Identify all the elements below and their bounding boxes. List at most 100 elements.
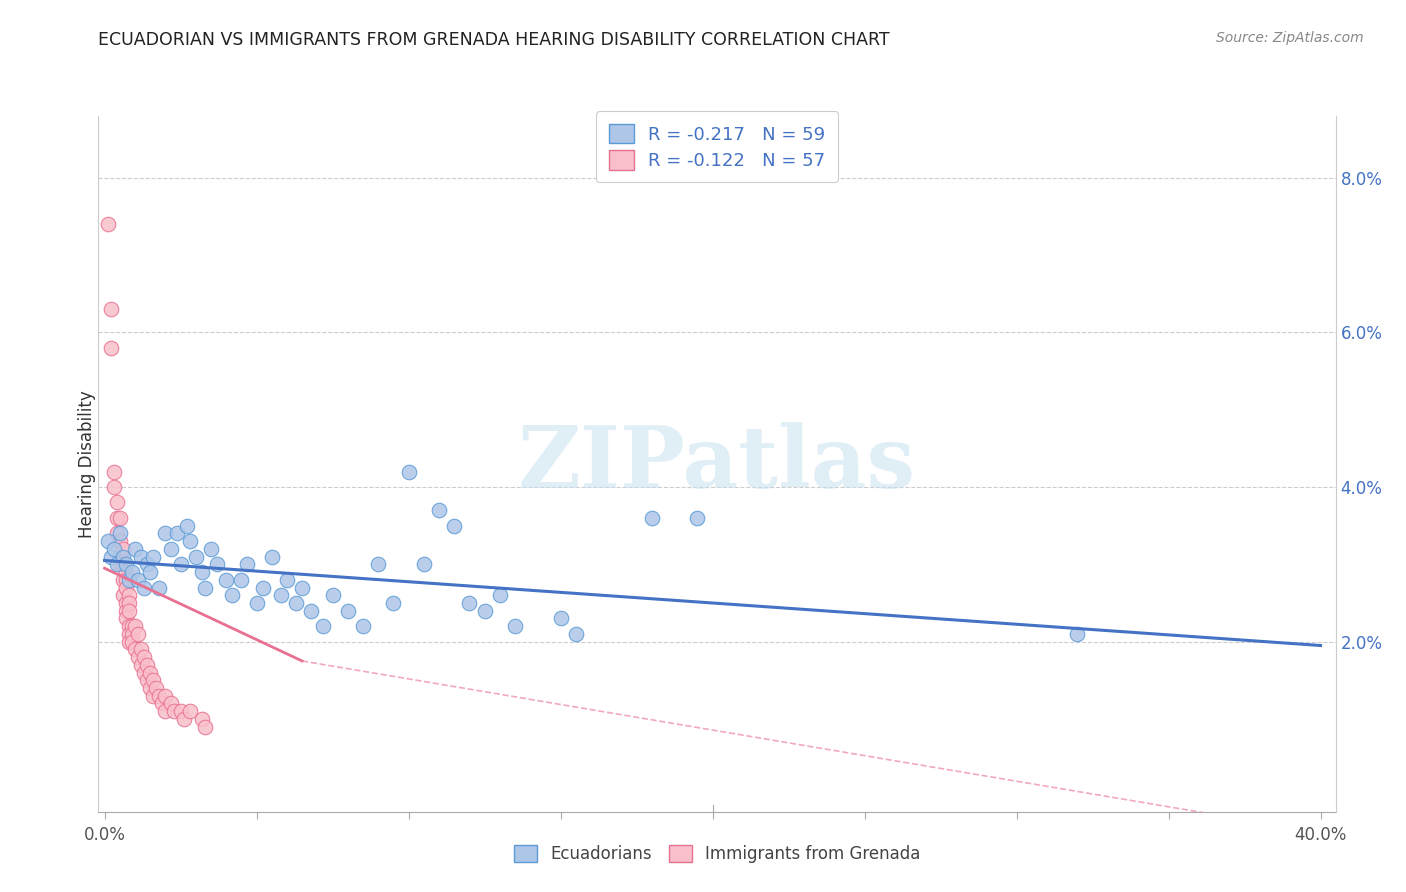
Point [160,541,183,556]
Point [398,465,420,479]
Point [367,558,389,572]
Point [108,549,131,564]
Y-axis label: Hearing Disability: Hearing Disability [79,390,96,538]
Point [205,558,228,572]
Point [114,611,136,625]
Point [236,558,259,572]
Point [412,558,434,572]
Point [179,534,201,549]
Point [121,627,143,641]
Point [291,581,314,595]
Point [276,573,298,587]
Point [105,495,128,509]
Point [114,558,136,572]
Point [163,704,186,718]
Point [299,604,322,618]
Point [155,689,177,703]
Point [184,549,207,564]
Point [550,611,572,625]
Point [136,673,159,688]
Point [105,511,128,525]
Point [114,565,136,579]
Point [252,581,274,595]
Point [114,581,136,595]
Point [114,596,136,610]
Point [145,681,167,695]
Point [132,650,155,665]
Point [129,549,152,564]
Point [121,634,143,648]
Point [488,588,510,602]
Point [148,581,170,595]
Point [103,480,125,494]
Point [103,465,125,479]
Point [96,217,118,231]
Point [150,697,173,711]
Point [114,573,136,587]
Point [100,302,122,317]
Point [129,657,152,672]
Point [111,558,134,572]
Point [155,704,177,718]
Point [191,565,214,579]
Point [127,627,149,641]
Point [118,619,141,633]
Point [194,720,217,734]
Point [503,619,526,633]
Point [118,627,141,641]
Point [270,588,292,602]
Point [114,604,136,618]
Point [564,627,586,641]
Point [166,526,188,541]
Point [221,588,243,602]
Point [148,689,170,703]
Point [245,596,267,610]
Point [132,581,155,595]
Point [111,541,134,556]
Point [96,534,118,549]
Point [321,588,343,602]
Point [127,573,149,587]
Point [139,565,162,579]
Point [176,518,198,533]
Point [191,712,214,726]
Point [121,565,143,579]
Point [312,619,335,633]
Point [336,604,359,618]
Point [139,665,162,680]
Point [443,518,465,533]
Point [111,588,134,602]
Point [118,573,141,587]
Point [118,604,141,618]
Point [173,712,195,726]
Point [231,573,253,587]
Point [136,657,159,672]
Point [124,642,146,657]
Point [129,642,152,657]
Point [108,558,131,572]
Point [285,596,308,610]
Point [111,549,134,564]
Point [105,526,128,541]
Point [427,503,450,517]
Point [260,549,283,564]
Point [118,634,141,648]
Point [474,604,496,618]
Point [142,689,165,703]
Point [458,596,481,610]
Point [200,541,222,556]
Point [169,704,191,718]
Point [121,619,143,633]
Point [169,558,191,572]
Point [686,511,709,525]
Point [142,549,165,564]
Point [108,526,131,541]
Point [641,511,664,525]
Point [179,704,201,718]
Point [1066,627,1088,641]
Point [103,541,125,556]
Point [108,534,131,549]
Point [127,650,149,665]
Text: Source: ZipAtlas.com: Source: ZipAtlas.com [1216,31,1364,45]
Point [136,558,159,572]
